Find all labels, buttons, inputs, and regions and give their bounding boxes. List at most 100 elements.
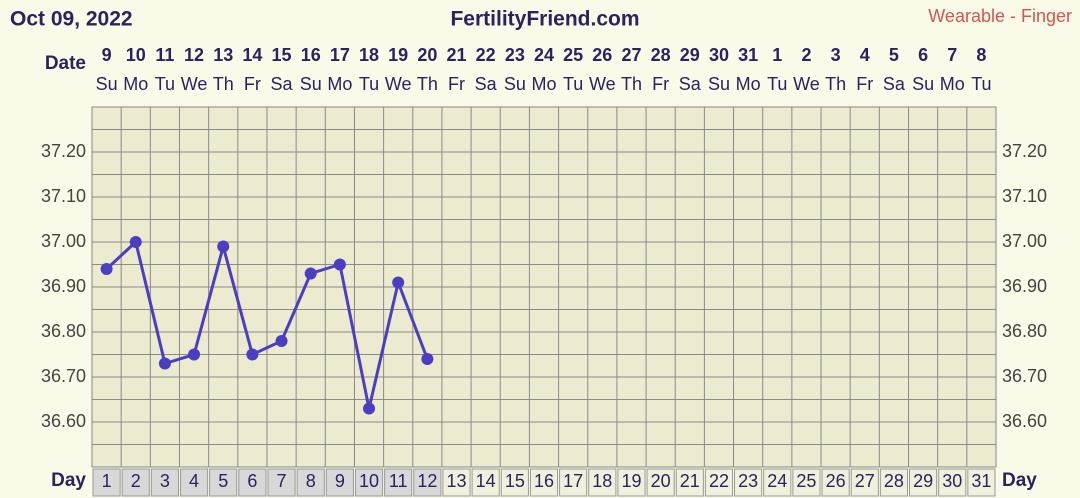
day-cell — [792, 468, 821, 497]
day-cell — [763, 468, 792, 497]
data-point — [363, 402, 376, 415]
data-point — [333, 258, 346, 271]
day-cell — [442, 468, 471, 497]
chart-title: FertilityFriend.com — [450, 8, 639, 31]
date-label: 8 — [976, 45, 986, 65]
date-label: Date — [45, 53, 86, 74]
y2-tick-label: 36.80 — [1002, 321, 1047, 341]
day-cell — [267, 468, 296, 497]
date-label: 24 — [534, 45, 554, 65]
date-label: 14 — [242, 45, 262, 65]
date-label: 30 — [709, 45, 729, 65]
data-point — [246, 348, 259, 361]
date-label: 17 — [330, 45, 350, 65]
date-label: 15 — [272, 45, 292, 65]
day-cell — [500, 468, 529, 497]
y2-tick-label: 36.60 — [1002, 411, 1047, 431]
date-label: 19 — [388, 45, 408, 65]
data-point — [275, 335, 288, 347]
y2-tick-label: 36.70 — [1002, 366, 1047, 386]
day-cell — [967, 468, 996, 497]
date-label: 29 — [680, 45, 700, 65]
day-cell — [821, 468, 850, 497]
weekday-label: Th — [417, 74, 438, 94]
day-cell — [238, 468, 267, 497]
date-label: 13 — [213, 45, 233, 65]
data-point — [217, 240, 230, 253]
weekday-label: Mo — [327, 74, 352, 94]
weekday-label: We — [793, 74, 820, 94]
weekday-label: Fr — [448, 74, 465, 94]
date-label: 1 — [772, 45, 782, 65]
x-tick-label: 6 — [247, 471, 257, 491]
weekday-label: Mo — [531, 74, 556, 94]
weekday-label: Fr — [652, 74, 669, 94]
day-cell — [471, 468, 500, 497]
date-label: 16 — [301, 45, 321, 65]
date-label: 5 — [889, 45, 899, 65]
weekday-label: Su — [96, 74, 118, 94]
day-cell — [413, 468, 442, 497]
weekday-label: Sa — [271, 74, 294, 94]
date-label: 25 — [563, 45, 583, 65]
date-label: 4 — [860, 45, 870, 65]
x-tick-label: 26 — [826, 471, 846, 491]
weekday-label: Su — [708, 74, 730, 94]
day-label: Day — [51, 470, 86, 491]
x-tick-label: 17 — [563, 471, 583, 491]
x-tick-label: 18 — [592, 471, 612, 491]
day-cell — [909, 468, 938, 497]
x-tick-label: 14 — [476, 471, 496, 491]
y-tick-label: 36.80 — [41, 321, 86, 341]
date-label: 12 — [184, 45, 204, 65]
x-tick-label: 31 — [971, 471, 991, 491]
day-cell — [384, 468, 413, 497]
weekday-label: Tu — [767, 74, 787, 94]
weekday-label: Tu — [563, 74, 583, 94]
date-label: 18 — [359, 45, 379, 65]
weekday-label: Su — [300, 74, 322, 94]
weekday-label: Th — [825, 74, 846, 94]
y-tick-label: 37.10 — [41, 186, 86, 206]
x-tick-label: 21 — [680, 471, 700, 491]
weekday-label: Su — [504, 74, 526, 94]
x-tick-label: 16 — [534, 471, 554, 491]
x-tick-label: 28 — [884, 471, 904, 491]
date-label: 23 — [505, 45, 525, 65]
x-tick-label: 27 — [855, 471, 875, 491]
day-cell — [704, 468, 734, 497]
date-label: 6 — [918, 45, 928, 65]
day-cell — [734, 468, 763, 497]
date-label: 9 — [102, 45, 112, 65]
x-tick-label: 13 — [447, 471, 467, 491]
weekday-label: Sa — [679, 74, 702, 94]
data-point — [158, 357, 171, 370]
day-cell — [646, 468, 675, 497]
chart-date: Oct 09, 2022 — [10, 8, 133, 31]
x-tick-label: 19 — [621, 471, 641, 491]
x-tick-label: 10 — [359, 471, 379, 491]
chart-subtitle: Wearable - Finger — [928, 6, 1072, 26]
x-tick-label: 7 — [277, 471, 287, 491]
x-tick-label: 29 — [913, 471, 933, 491]
y-tick-label: 37.00 — [41, 231, 86, 251]
day-cell — [354, 468, 384, 497]
weekday-label: We — [385, 74, 412, 94]
date-label: 3 — [831, 45, 841, 65]
weekday-label: Su — [912, 74, 934, 94]
y-tick-label: 37.20 — [41, 141, 86, 161]
weekday-label: Tu — [155, 74, 175, 94]
y2-tick-label: 37.20 — [1002, 141, 1047, 161]
day-cell — [617, 468, 646, 497]
x-tick-label: 2 — [131, 471, 141, 491]
day-cell — [179, 468, 209, 497]
day-cell — [559, 468, 588, 497]
weekday-label: We — [589, 74, 616, 94]
x-tick-label: 30 — [942, 471, 962, 491]
date-label: 28 — [651, 45, 671, 65]
weekday-label: We — [181, 74, 208, 94]
day-cell — [296, 468, 325, 497]
data-point — [188, 348, 201, 361]
day-cell — [879, 468, 909, 497]
x-tick-label: 22 — [709, 471, 729, 491]
